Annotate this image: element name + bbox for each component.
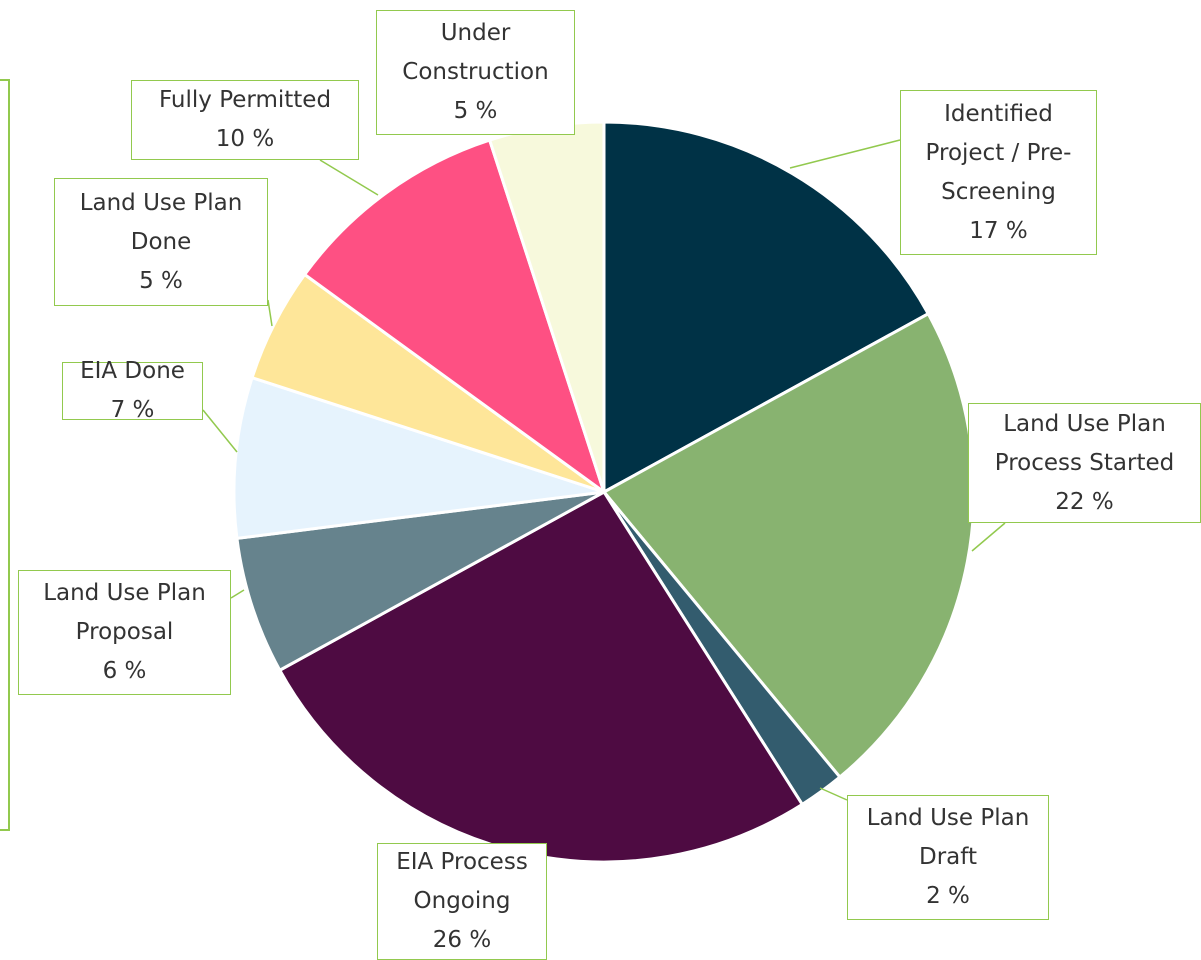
slice-value: 2 % [926, 883, 970, 909]
slice-value: 10 % [215, 126, 275, 152]
pie-slice [601, 311, 976, 780]
leader-line [230, 589, 245, 599]
slice-name: Identified Project / Pre-Screening [925, 100, 1072, 205]
slice-value: 6 % [102, 658, 147, 684]
slice-name: Land Use Plan Done [79, 189, 243, 255]
slice-name: EIA Done [80, 358, 185, 384]
leader-line [267, 299, 273, 327]
leader-line [202, 409, 238, 453]
slice-name: Land Use Plan Proposal [43, 580, 206, 645]
data-label: Land Use Plan Process Started 22 % [968, 403, 1201, 523]
slice-value: 7 % [110, 397, 155, 423]
slice-value: 22 % [1055, 488, 1114, 515]
leader-line [789, 139, 901, 169]
leader-line [319, 159, 379, 196]
leader-line [819, 787, 848, 801]
slice-value: 26 % [432, 927, 492, 953]
pie-slice [235, 490, 605, 673]
data-label: Identified Project / Pre-Screening 17 % [900, 90, 1097, 255]
pie-slice [602, 120, 931, 495]
slice-name: EIA Process Ongoing [396, 849, 528, 914]
slice-value: 17 % [969, 217, 1028, 244]
data-label: EIA Process Ongoing 26 % [377, 843, 547, 960]
data-label: EIA Done 7 % [62, 358, 203, 423]
data-label: Land Use Plan Proposal 6 % [18, 570, 231, 695]
slice-value: 5 % [139, 267, 183, 294]
slice-value: 5 % [453, 98, 498, 124]
data-label: Fully Permitted 10 % [131, 80, 359, 160]
pie-slice [302, 138, 607, 496]
slice-name: Land Use Plan Process Started [994, 410, 1175, 476]
legend-edge [0, 79, 10, 831]
slice-name: Land Use Plan Draft [866, 805, 1030, 870]
slice-name: Under Construction [402, 20, 549, 85]
data-label: Land Use Plan Draft 2 % [847, 795, 1049, 920]
leader-line [971, 522, 1006, 552]
pie-slice [232, 375, 605, 541]
data-label: Under Construction 5 % [376, 10, 575, 135]
data-label: Land Use Plan Done 5 % [54, 178, 268, 306]
slice-name: Fully Permitted [158, 87, 332, 113]
